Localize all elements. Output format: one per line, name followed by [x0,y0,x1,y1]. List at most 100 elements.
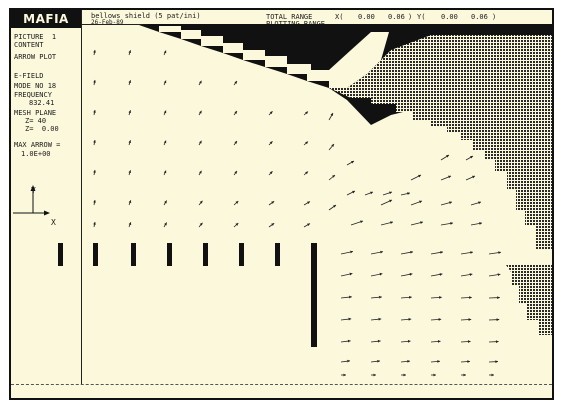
field-arrowhead [478,201,481,205]
field-arrowhead [93,170,96,173]
shield-metal-stippled [329,35,552,250]
shield-metal-wedge [506,265,552,335]
field-arrowhead [234,81,237,84]
bellows-tall-fin [311,243,317,347]
field-arrowhead [409,295,412,299]
field-arrowhead [163,50,167,54]
field-arrowhead [439,273,443,276]
field-arrowhead [199,110,202,114]
field-arrowhead [163,80,167,84]
field-arrowhead [373,373,376,377]
mesh-z-index: Z= 40 [25,117,47,125]
field-arrowhead [234,111,237,114]
field-arrowhead [408,317,412,321]
field-arrowhead [307,201,310,205]
field-arrowhead [199,140,202,144]
field-arrowhead [497,273,501,277]
field-arrowhead [472,175,475,179]
field-arrowhead [93,110,96,113]
field-arrowhead [379,272,383,276]
field-arrowhead [163,170,167,174]
bottom-dashed-line [11,384,552,386]
y-range-min: 0.00 [441,13,458,21]
picture-label: PICTURE 1 [14,33,57,41]
max-arrow-label: MAX ARROW = [14,141,61,149]
field-arrowhead [378,317,382,321]
mode-label: MODE NO 18 [14,82,57,90]
field-arrowhead [498,251,501,255]
y-range-close: ) [492,13,497,21]
field-arrowhead [479,222,482,225]
field-arrowhead [164,222,167,226]
max-arrow-value: 1.0E+00 [21,150,51,158]
x-axis-label: X [51,218,56,227]
field-arrowhead [269,171,273,175]
field-label: E-FIELD [14,72,44,80]
field-arrowhead [347,359,350,363]
content-value: ARROW PLOT [14,53,57,61]
field-arrowhead [352,190,355,194]
field-arrowhead [350,250,353,254]
bellows-fin [275,243,280,266]
axes-indicator [13,185,50,216]
x-range-min: 0.00 [358,13,375,21]
field-arrowhead [349,272,353,276]
bellows-fin [239,243,244,266]
x-range-close: ) [408,13,413,21]
field-arrowhead [470,156,473,159]
bellows-fin [131,243,136,266]
field-arrowhead [467,340,471,343]
field-arrowhead [439,296,442,299]
field-arrowhead [409,272,413,276]
field-arrowhead [389,199,392,203]
field-arrowhead [128,200,132,204]
field-arrowhead [449,201,452,205]
field-arrowhead [390,221,393,225]
field-arrowhead [235,223,239,226]
y-axis-arrowhead [30,185,36,191]
field-arrowhead [403,373,406,377]
field-arrowhead [332,175,335,178]
field-arrowhead [234,141,237,144]
plotting-range-label: PLOTTING RANGE [266,20,326,24]
field-arrowhead [347,339,351,343]
field-arrowhead [380,250,383,254]
field-arrowhead [199,80,202,84]
field-arrowhead [469,273,473,276]
arrow-field [93,49,502,377]
field-arrowhead [467,360,470,363]
frequency-value: 832.41 [29,99,55,107]
y-range-open: Y( [417,13,426,21]
field-arrowhead [128,110,132,114]
field-arrowhead [407,192,410,195]
field-arrowhead [163,110,167,114]
field-arrowhead [351,161,354,164]
field-arrowhead [199,200,203,204]
field-arrowhead [128,170,132,174]
shield-metal-top-band [139,24,552,70]
field-arrowhead [437,340,441,343]
plot-window: MAFIA bellows shield (5 pat/ini) 26-Feb-… [9,8,554,400]
field-arrowhead [410,250,413,254]
field-arrowhead [377,339,381,343]
field-arrowhead [164,200,167,204]
field-arrowhead [468,318,472,321]
field-arrowhead [370,191,373,195]
y-range-max: 0.06 [471,13,488,21]
field-arrowhead [271,201,275,204]
field-plot [58,24,552,377]
bellows-fin [58,243,63,266]
field-arrowhead [491,373,494,377]
field-arrowhead [305,111,308,115]
field-arrowhead [360,220,363,224]
field-arrowhead [93,140,96,143]
field-arrowhead [93,80,96,83]
bellows-fin [167,243,172,266]
field-arrowhead [379,295,382,299]
field-arrowhead [93,200,96,203]
field-arrowhead [470,251,473,254]
field-arrowhead [128,222,132,226]
field-arrowhead [495,360,498,364]
total-range-label: TOTAL RANGE [266,13,313,21]
field-arrowhead [497,296,500,300]
